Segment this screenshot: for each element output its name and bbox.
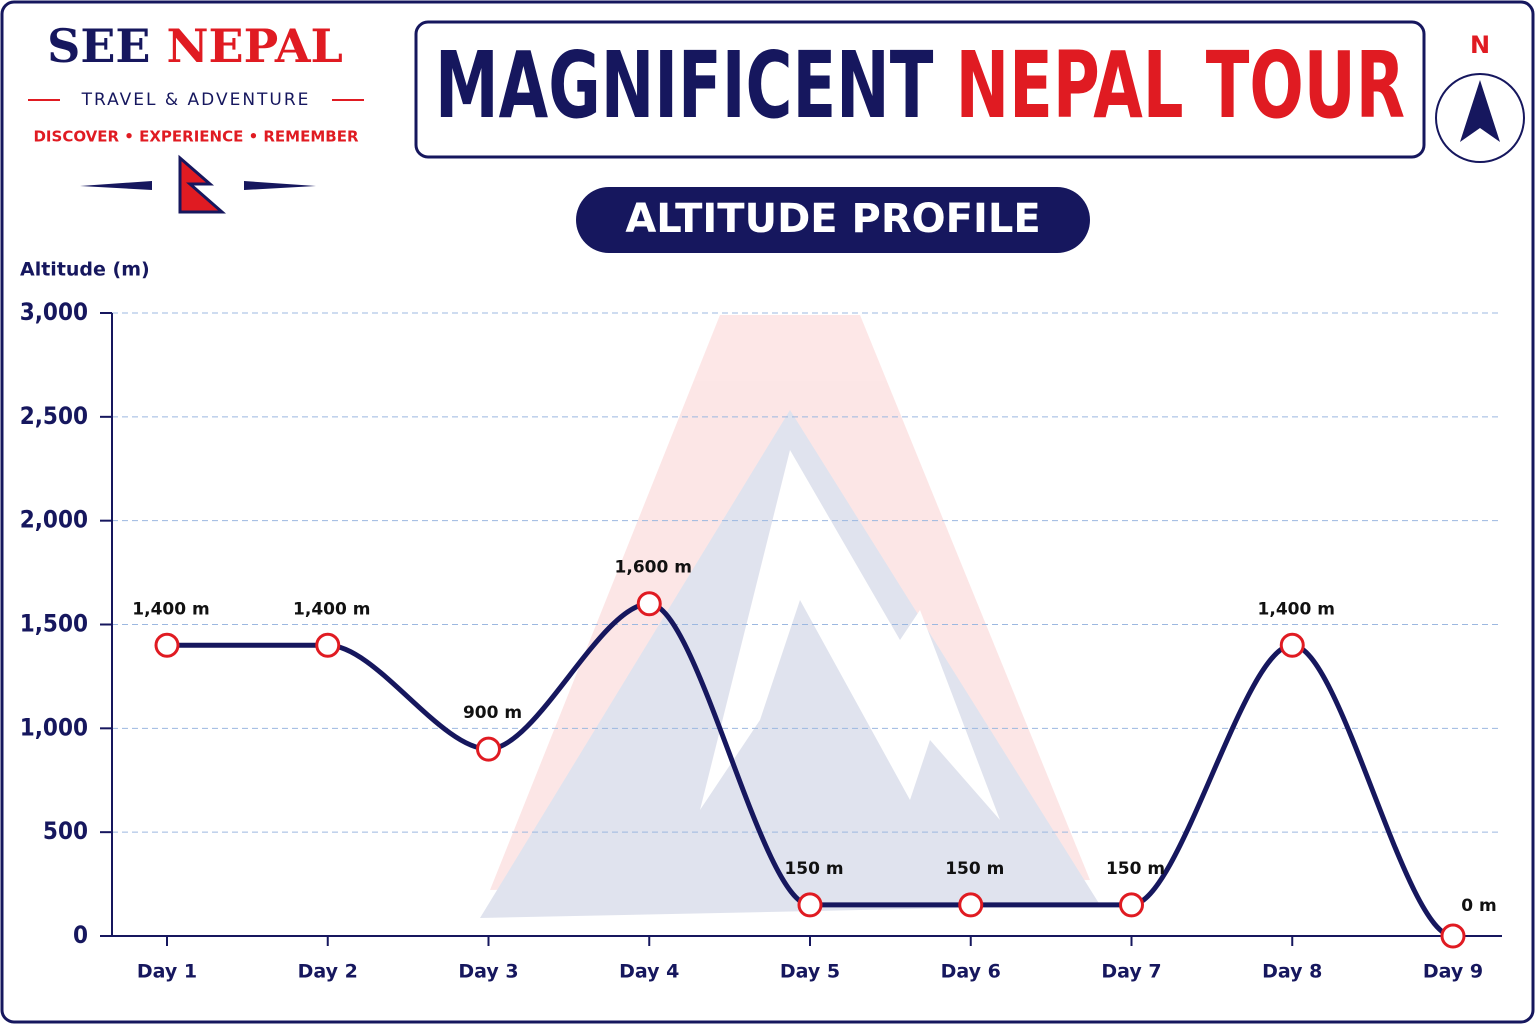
ornament <box>80 181 152 190</box>
point <box>958 892 984 918</box>
motto: DISCOVER • EXPERIENCE • REMEMBER <box>33 128 358 146</box>
flag <box>178 154 226 214</box>
point <box>476 736 501 762</box>
point <box>154 632 180 658</box>
value-label: 0 m <box>1461 896 1496 916</box>
point <box>1119 892 1144 918</box>
compass-arrow <box>1460 80 1500 142</box>
value-label: 150 m <box>1106 859 1165 879</box>
brand-2: NEPAL <box>166 19 342 73</box>
main-title: MAGNIFICENT NEPAL TOUR <box>435 32 1405 139</box>
x-tick-label: Day 6 <box>941 961 1001 983</box>
plot: 0 500 1,000 1,500 2,000 2,500 3,000 Day 1 Day 2 D… <box>20 298 1502 983</box>
subtitle-pill <box>576 187 1090 253</box>
y-tick-label: 2,000 <box>20 506 88 534</box>
value-label: 150 m <box>784 859 843 879</box>
y-tick-label: 1,000 <box>20 713 88 741</box>
x-tick-label: Day 7 <box>1101 961 1161 983</box>
title-2: NEPAL TOUR <box>956 32 1405 139</box>
x-tick-label: Day 4 <box>619 961 679 983</box>
x-tick-label: Day 5 <box>780 961 840 983</box>
x-tick-label: Day 2 <box>298 961 358 983</box>
point <box>315 632 341 658</box>
y-tick-label: 500 <box>43 817 88 845</box>
x-tick-label: Day 3 <box>458 961 518 983</box>
brand-1: SEE <box>47 19 150 73</box>
y-axis-label: Altitude (m) <box>20 259 150 281</box>
north-label: N <box>1470 31 1490 59</box>
mountain-watermark <box>480 315 1100 918</box>
value-label: 1,600 m <box>615 558 692 578</box>
title-1: MAGNIFICENT <box>435 32 934 139</box>
x-tick-label: Day 1 <box>137 961 197 983</box>
chart-title: ALTITUDE PROFILE <box>625 196 1040 242</box>
point <box>1279 632 1305 658</box>
point <box>797 892 823 918</box>
tagline: TRAVEL & ADVENTURE <box>81 90 311 110</box>
y-tick-label: 2,500 <box>20 402 88 430</box>
ornament <box>244 181 316 190</box>
value-label: 1,400 m <box>293 599 370 619</box>
title-box <box>414 20 1426 159</box>
y-tick-label: 3,000 <box>20 298 88 326</box>
y-tick-label: 1,500 <box>20 610 88 638</box>
value-label: 1,400 m <box>132 599 209 619</box>
point <box>636 591 662 617</box>
x-tick-label: Day 8 <box>1262 961 1322 983</box>
brand: SEE NEPAL <box>47 19 343 73</box>
value-label: 1,400 m <box>1258 599 1335 619</box>
x-tick-label: Day 9 <box>1423 961 1483 983</box>
value-label: 900 m <box>463 703 522 723</box>
point <box>1440 923 1466 949</box>
value-label: 150 m <box>945 859 1004 879</box>
y-tick-label: 0 <box>73 921 88 949</box>
